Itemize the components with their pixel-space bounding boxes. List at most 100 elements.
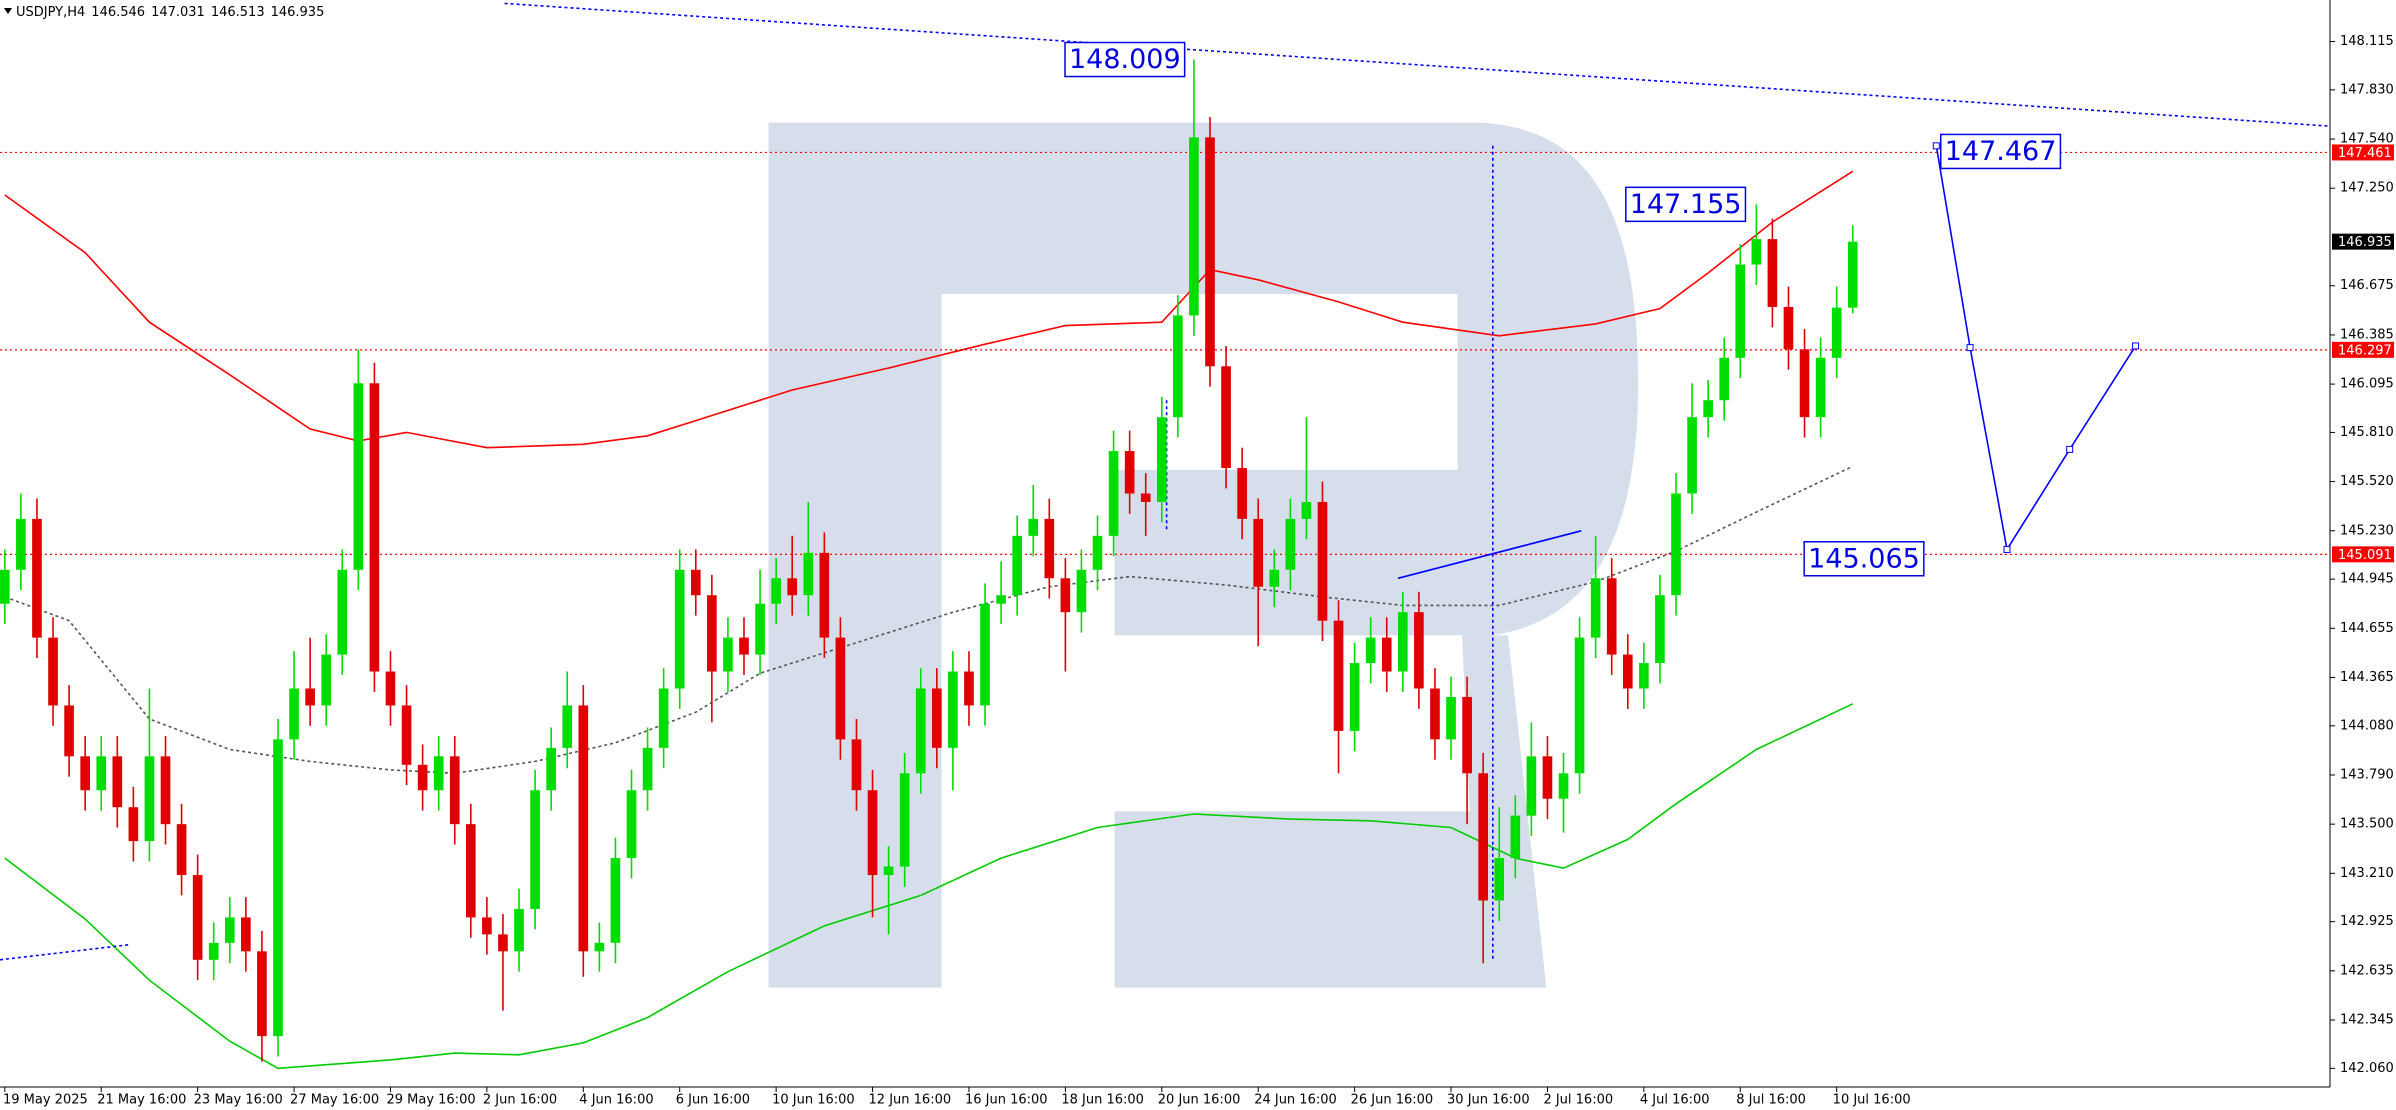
candle-body [337,569,348,655]
candle-body [32,518,42,638]
candle-body [48,637,58,706]
candle-body [1333,620,1344,731]
plot-area [0,2,2330,1070]
candle-body [257,951,267,1037]
y-tick-label: 142.635 [2340,963,2394,978]
candle-body [1703,400,1713,418]
x-tick-label: 10 Jul 16:00 [1833,1093,1911,1108]
candle-body [1253,518,1264,587]
candle-body [241,917,251,952]
y-tick-label: 143.500 [2340,817,2394,832]
x-tick-label: 6 Jun 16:00 [676,1093,750,1108]
y-tick-label: 147.830 [2340,82,2394,97]
x-tick-label: 30 Jun 16:00 [1447,1093,1530,1108]
indicator-line [504,2,2330,127]
y-tick-label: 144.365 [2340,670,2394,685]
candle-body [1205,137,1215,367]
candle-body [1189,137,1199,316]
candle-body [723,637,733,672]
candle-body [64,705,74,757]
line-vertex [2066,445,2074,453]
candle-body [658,688,669,748]
candle-body [1815,357,1826,418]
candle-body [433,756,444,791]
candle-body [707,595,717,672]
x-tick-label: 27 May 16:00 [290,1093,379,1108]
x-tick-label: 2 Jun 16:00 [483,1093,557,1108]
candle-body [385,671,396,706]
candle-body [1092,535,1103,570]
candle-body [1076,569,1087,613]
candle-body [1590,578,1601,638]
candle-body [1462,696,1472,774]
candle-body [851,739,862,791]
candle-body [915,688,926,774]
annotation-label: 148.009 [1069,44,1181,75]
candle-body [1671,493,1681,596]
x-tick-label: 23 May 16:00 [194,1093,283,1108]
y-tick-label: 142.345 [2340,1013,2394,1028]
x-tick-label: 8 Jul 16:00 [1736,1093,1806,1108]
candle-body [1751,239,1762,265]
y-tick-label: 147.250 [2340,181,2394,196]
menu-triangle [4,8,12,14]
candle-body [980,603,990,706]
candle-body [932,688,942,748]
candle-body [1317,501,1328,621]
candle-body [819,552,830,638]
indicator-line [4,170,1854,449]
line-vertex [2132,342,2140,350]
candle-body [417,764,428,791]
candle-body [482,917,492,935]
candle-body [1301,501,1312,519]
candle-body [112,756,123,808]
candle-body [1108,451,1119,536]
x-tick-label: 21 May 16:00 [97,1093,186,1108]
candle-body [1799,349,1810,418]
candle-body [610,858,621,943]
candle-body [498,934,508,952]
candle-body [578,705,589,952]
candle-body [369,383,380,672]
candle-body [626,790,637,859]
y-tick-label: 143.790 [2340,767,2394,782]
indicator-line [1935,145,2137,552]
candle-body [224,917,235,943]
candle-body [948,671,958,748]
candle-body [1221,366,1231,469]
annotation-box [1625,186,1747,223]
y-tick-label: 146.675 [2340,278,2394,293]
x-tick-label: 18 Jun 16:00 [1061,1093,1144,1108]
x-tick-label: 24 Jun 16:00 [1254,1093,1337,1108]
candle-body [739,637,749,655]
candle-body [546,747,556,791]
level-label: 146.297 [2338,343,2392,358]
candle-body [1269,569,1280,587]
candle-body [16,518,26,570]
candle-body [1028,518,1039,536]
candle-body [514,908,524,952]
x-tick-label: 20 Jun 16:00 [1158,1093,1241,1108]
annotation-label: 147.155 [1630,189,1742,220]
y-tick-label: 145.230 [2340,523,2394,538]
candle-body [867,790,878,876]
header-text: USDJPY,H4 146.546 147.031 146.513 146.935 [16,5,324,20]
candle-body [1414,612,1424,689]
candle-body [208,942,219,960]
candle-body [1044,518,1055,579]
candle-body [594,942,605,952]
annotation-label: 145.065 [1808,543,1920,574]
candle-body [1847,241,1858,308]
candle-body [1494,858,1505,901]
candle-body [803,552,814,596]
x-tick-label: 12 Jun 16:00 [869,1093,952,1108]
x-tick-label: 29 May 16:00 [386,1093,475,1108]
candle-body [1430,688,1440,740]
candle-body [1783,306,1794,350]
candle-body [787,578,798,596]
annotation-box [1803,541,1925,577]
candle-body [449,756,460,825]
candle-body [1687,417,1697,494]
y-tick-label: 142.925 [2340,914,2394,929]
